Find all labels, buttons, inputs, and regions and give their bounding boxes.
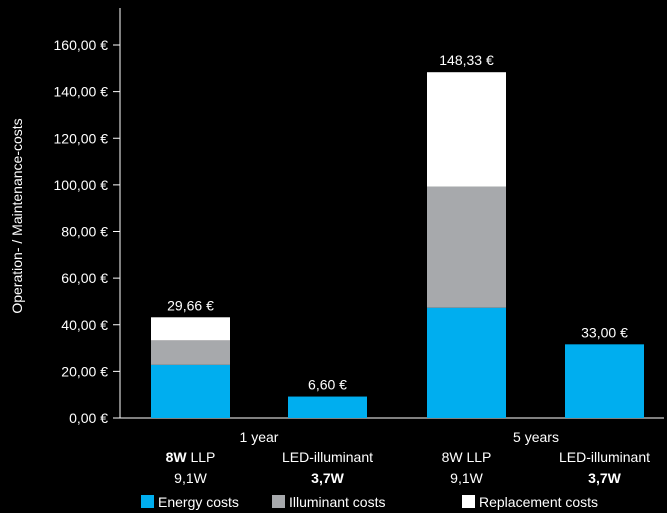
legend-swatch [272,495,285,508]
bar-segment [151,317,230,341]
data-label: 33,00 € [581,324,628,340]
legend-label: Energy costs [158,494,239,510]
y-tick-label: 0,00 € [69,410,108,426]
bar-segment [288,396,367,418]
data-label: 148,33 € [439,52,494,68]
x-tick-label: LED-illuminant [559,449,650,465]
data-label: 6,60 € [308,377,347,393]
y-tick-label: 100,00 € [54,177,109,193]
legend-label: Illuminant costs [289,494,385,510]
bar-segment [151,340,230,365]
y-tick-label: 60,00 € [61,270,108,286]
legend-label: Replacement costs [479,494,598,510]
bar-segment [427,186,506,308]
y-tick-label: 160,00 € [54,37,109,53]
x-tick-label: 8W LLP [442,449,492,465]
bar-segment [427,307,506,418]
x-tick-label: LED-illuminant [282,449,373,465]
bar-segment [565,344,644,418]
y-tick-label: 80,00 € [61,224,108,240]
x-tick-sublabel: 3,7W [588,470,621,486]
y-tick-label: 20,00 € [61,363,108,379]
bar-segment [151,364,230,418]
y-tick-label: 120,00 € [54,130,109,146]
x-tick-sublabel: 9,1W [450,470,483,486]
x-tick-sublabel: 9,1W [174,470,207,486]
x-tick-label: 8W LLP [166,449,216,465]
x-group-label: 1 year [240,429,279,445]
x-tick-sublabel: 3,7W [311,470,344,486]
legend-swatch [462,495,475,508]
y-tick-label: 40,00 € [61,317,108,333]
legend-swatch [141,495,154,508]
y-tick-label: 140,00 € [54,84,109,100]
bar-segment [427,72,506,187]
x-group-label: 5 years [513,429,559,445]
y-axis-label: Operation- / Maintenance-costs [9,118,25,313]
data-label: 29,66 € [167,297,214,313]
